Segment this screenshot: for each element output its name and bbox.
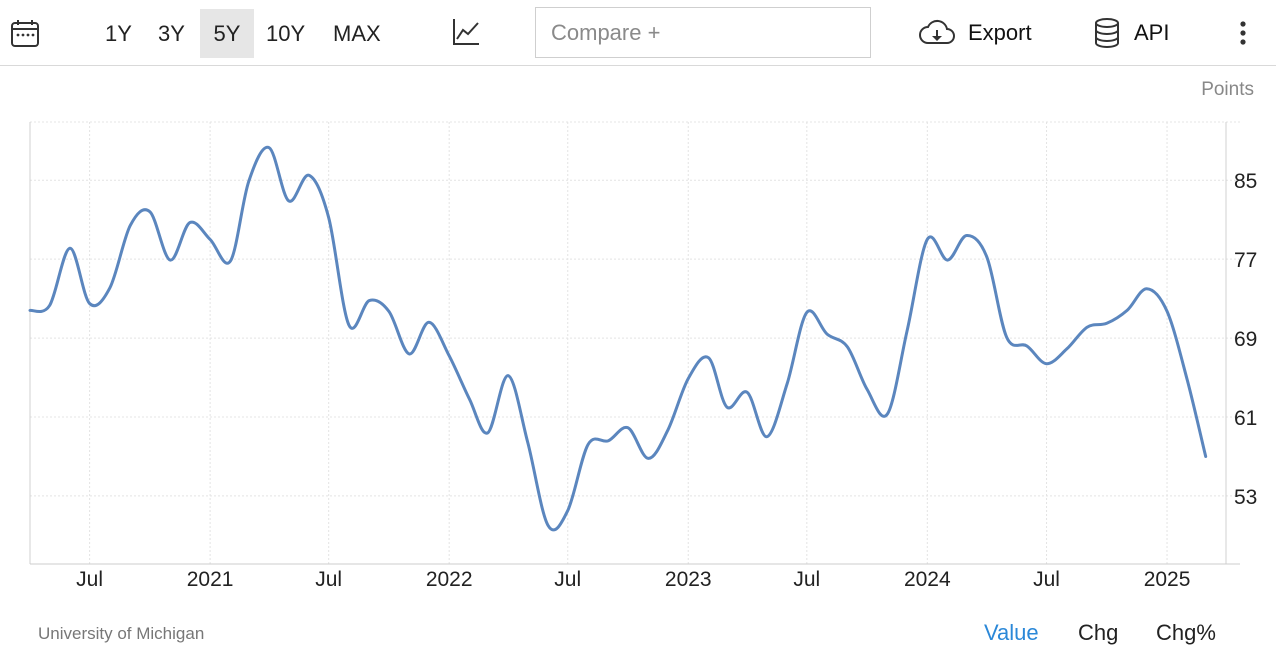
range-1y-button[interactable]: 1Y — [105, 20, 132, 46]
y-tick-label: 61 — [1234, 407, 1257, 430]
x-tick-label: Jul — [793, 568, 820, 591]
compare-input[interactable] — [535, 7, 871, 58]
data-source: University of Michigan — [38, 624, 205, 643]
x-tick-label: 2023 — [665, 568, 712, 591]
y-tick-label: 85 — [1234, 170, 1257, 193]
range-5y-button[interactable]: 5Y — [200, 9, 254, 58]
chart-axes — [29, 122, 1240, 565]
range-3y-button[interactable]: 3Y — [158, 20, 185, 46]
y-axis-ticks: 53 61 69 77 85 — [1234, 170, 1257, 509]
line-chart-icon[interactable] — [448, 14, 484, 50]
x-tick-label: Jul — [554, 568, 581, 591]
chart-grid — [30, 121, 1240, 564]
more-vertical-icon[interactable] — [1230, 16, 1256, 50]
export-label: Export — [968, 20, 1032, 45]
range-max-button[interactable]: MAX — [333, 20, 381, 46]
tab-value[interactable]: Value — [984, 620, 1039, 645]
database-icon — [1095, 18, 1119, 48]
tab-chg-percent[interactable]: Chg% — [1156, 620, 1216, 645]
unit-label: Points — [1201, 79, 1254, 100]
cloud-download-icon — [919, 19, 955, 44]
x-tick-label: Jul — [315, 568, 342, 591]
y-tick-label: 77 — [1234, 249, 1257, 272]
x-tick-label: 2025 — [1144, 568, 1191, 591]
y-tick-label: 69 — [1234, 328, 1257, 351]
x-tick-label: Jul — [76, 568, 103, 591]
api-button[interactable]: API — [1092, 12, 1169, 54]
export-button[interactable]: Export — [918, 12, 1032, 54]
y-tick-label: 53 — [1234, 486, 1257, 509]
tab-chg[interactable]: Chg — [1078, 620, 1119, 645]
x-tick-label: 2024 — [904, 568, 951, 591]
chart-series — [28, 145, 1208, 532]
x-axis-ticks: Jul 2021 Jul 2022 Jul 2023 Jul 2024 Jul 2025 — [76, 568, 1190, 591]
calendar-icon[interactable] — [8, 16, 42, 50]
api-label: API — [1134, 20, 1170, 45]
x-tick-label: 2021 — [187, 568, 234, 591]
x-tick-label: Jul — [1033, 568, 1060, 591]
series-line — [28, 145, 1208, 532]
chart-toolbar: 1Y 3Y 5Y 10Y MAX Export API — [0, 0, 1276, 66]
x-tick-label: 2022 — [426, 568, 473, 591]
range-10y-button[interactable]: 10Y — [266, 20, 306, 46]
